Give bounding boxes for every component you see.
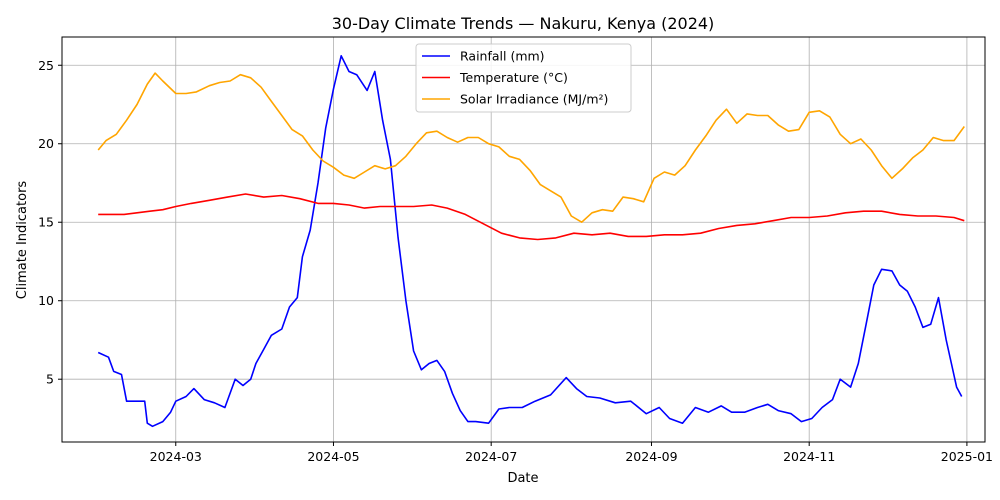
x-tick-label: 2024-05 bbox=[307, 449, 359, 464]
series-line-rainfall-mm bbox=[97, 54, 963, 428]
y-tick-label: 20 bbox=[38, 136, 54, 151]
x-tick-label: 2025-01 bbox=[941, 449, 993, 464]
x-tick-label: 2024-09 bbox=[625, 449, 677, 464]
y-tick-label: 15 bbox=[38, 215, 54, 230]
series-layer bbox=[97, 54, 965, 428]
x-tick-label: 2024-11 bbox=[783, 449, 835, 464]
legend-label: Temperature (°C) bbox=[459, 70, 568, 85]
series-line-solar-irradiance-mj-m bbox=[97, 72, 965, 223]
legend-label: Solar Irradiance (MJ/m²) bbox=[460, 92, 608, 107]
legend: Rainfall (mm) Temperature (°C) Solar Irrad… bbox=[415, 43, 632, 113]
x-tick-label: 2024-03 bbox=[150, 449, 202, 464]
series-line-temperature-c bbox=[98, 193, 965, 241]
axis-ticks: 2024-03 2024-05 2024-07 2024-09 2024-11 2025-… bbox=[38, 58, 993, 464]
legend-label: Rainfall (mm) bbox=[460, 49, 545, 64]
y-tick-label: 10 bbox=[38, 293, 54, 308]
plot-frame bbox=[61, 36, 986, 443]
y-tick-label: 25 bbox=[38, 58, 54, 73]
legend-box bbox=[415, 43, 632, 113]
y-tick-label: 5 bbox=[46, 372, 54, 387]
chart-title: 30-Day Climate Trends — Nakuru, Kenya (2… bbox=[332, 14, 715, 33]
x-tick-label: 2024-07 bbox=[465, 449, 517, 464]
y-axis-label: Climate Indicators bbox=[15, 181, 30, 300]
x-axis-label: Date bbox=[507, 471, 538, 486]
